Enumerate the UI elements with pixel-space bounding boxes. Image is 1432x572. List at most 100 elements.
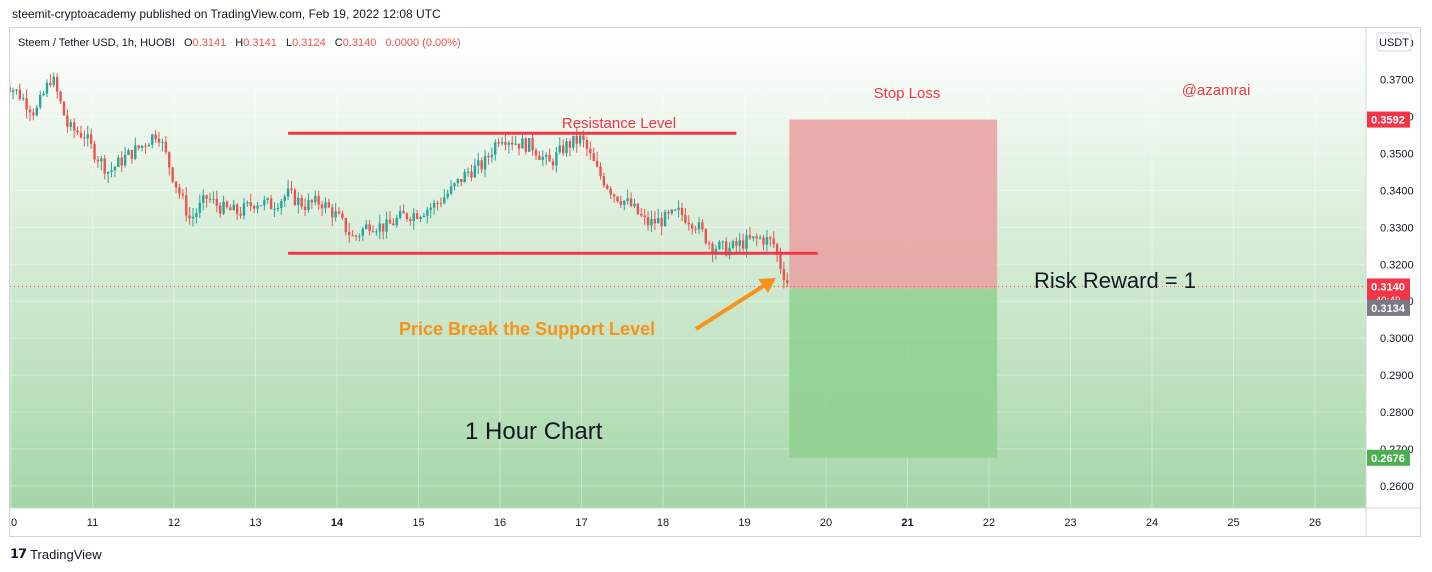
- candle-body: [218, 205, 222, 214]
- close-value: 0.3140: [343, 37, 377, 49]
- stop-loss-label: Stop Loss: [874, 85, 941, 102]
- chart-panel[interactable]: Resistance Level Stop Loss @azamrai Risk Re…: [9, 27, 1421, 537]
- candle-body: [348, 232, 351, 236]
- tradingview-logo-icon[interactable]: 𝟭𝟳: [10, 546, 27, 561]
- candle-body: [151, 134, 154, 145]
- candle-body: [365, 224, 368, 229]
- candle-body: [39, 94, 42, 108]
- currency-button-box[interactable]: [1376, 32, 1412, 52]
- candle-body: [772, 238, 775, 245]
- candle-body: [297, 197, 300, 205]
- chart-svg[interactable]: Resistance Level Stop Loss @azamrai Risk Re…: [10, 28, 1421, 537]
- time-axis[interactable]: 10 11 12 13 14 15 16 17 18 19 20 21 22 23 24 25 26: [10, 517, 1321, 529]
- risk-reward-label: Risk Reward = 1: [1034, 268, 1196, 293]
- plot-background: [10, 28, 1366, 508]
- candle-body: [157, 139, 161, 143]
- price-axis[interactable]: 0.38000.37000.36000.35000.34000.33000.32…: [1380, 38, 1414, 493]
- candle-body: [324, 202, 327, 209]
- candle-body: [602, 176, 606, 186]
- open-value: 0.3141: [193, 37, 227, 49]
- candle-body: [415, 213, 419, 219]
- candle-body: [521, 138, 524, 149]
- candle-body: [327, 202, 331, 208]
- candle-body: [453, 183, 456, 187]
- candle-body: [650, 218, 653, 226]
- candle-body: [422, 215, 426, 217]
- candle-body: [667, 211, 670, 214]
- candle-body: [473, 165, 477, 178]
- candle-body: [280, 201, 283, 209]
- price-tick-label: 0.3200: [1380, 259, 1414, 271]
- candle-body: [130, 150, 134, 159]
- stop-loss-zone[interactable]: [789, 119, 998, 289]
- symbol-name: Steem / Tether USD, 1h, HUOBI: [18, 37, 175, 49]
- candle-body: [86, 134, 89, 139]
- candle-body: [381, 223, 385, 232]
- candle-body: [769, 237, 772, 239]
- candle-body: [127, 150, 130, 155]
- position-zones[interactable]: [789, 119, 998, 458]
- candle-body: [239, 213, 242, 216]
- candle-body: [174, 181, 178, 188]
- time-tick-label: 12: [168, 517, 180, 529]
- candle-body: [212, 198, 215, 200]
- candle-body: [100, 158, 103, 162]
- candle-body: [161, 141, 164, 143]
- candle-body: [354, 235, 358, 237]
- footer: 𝟭𝟳 TradingView: [10, 546, 102, 562]
- candle-body: [314, 195, 317, 203]
- candle-body: [568, 141, 572, 148]
- candle-body: [616, 196, 619, 202]
- time-tick-label: 17: [575, 517, 587, 529]
- stop-price-tag: 0.3592: [1371, 115, 1405, 127]
- candle-body: [707, 243, 711, 245]
- high-label: H: [235, 37, 243, 49]
- candle-body: [235, 204, 239, 214]
- candle-body: [558, 145, 561, 153]
- candle-body: [565, 141, 568, 154]
- candle-body: [555, 152, 558, 166]
- candle-body: [269, 198, 273, 210]
- candle-body: [735, 241, 738, 246]
- candle-body: [137, 145, 140, 149]
- candle-body: [371, 231, 375, 233]
- candle-body: [120, 157, 123, 166]
- candle-body: [711, 243, 714, 254]
- candle-body: [517, 143, 521, 149]
- candle-body: [134, 145, 137, 159]
- candle-body: [629, 198, 633, 206]
- price-tick-label: 0.2600: [1380, 481, 1414, 493]
- candle-body: [480, 160, 483, 170]
- target-price-tag: 0.2676: [1371, 453, 1405, 465]
- candle-body: [164, 141, 168, 153]
- candle-body: [643, 215, 646, 218]
- candle-body: [59, 91, 62, 102]
- candle-body: [392, 223, 395, 226]
- candle-body: [633, 203, 636, 206]
- candle-body: [507, 142, 511, 145]
- candle-body: [205, 195, 208, 199]
- candle-body: [538, 155, 541, 160]
- candle-body: [317, 195, 320, 205]
- change-value: 0.0000 (0.00%): [385, 37, 460, 49]
- stop-price-tag-box: [1367, 111, 1410, 128]
- candle-body: [256, 205, 259, 209]
- candle-body: [449, 186, 453, 194]
- candle-body: [106, 171, 110, 174]
- candle-body: [32, 112, 35, 116]
- candle-body: [276, 208, 280, 210]
- candle-body: [436, 202, 439, 204]
- level-lines[interactable]: [10, 131, 1366, 287]
- currency-button[interactable]: USDT: [1376, 32, 1412, 52]
- candle-body: [443, 197, 446, 204]
- take-profit-zone[interactable]: [789, 288, 998, 458]
- currency-button-label[interactable]: USDT: [1379, 37, 1409, 49]
- footer-brand[interactable]: TradingView: [30, 546, 102, 562]
- candle-body: [775, 244, 779, 255]
- candle-body: [144, 145, 147, 147]
- open-label: O: [184, 37, 193, 49]
- candle-body: [96, 159, 100, 162]
- candle-body: [578, 135, 582, 144]
- time-tick-label: 15: [412, 517, 424, 529]
